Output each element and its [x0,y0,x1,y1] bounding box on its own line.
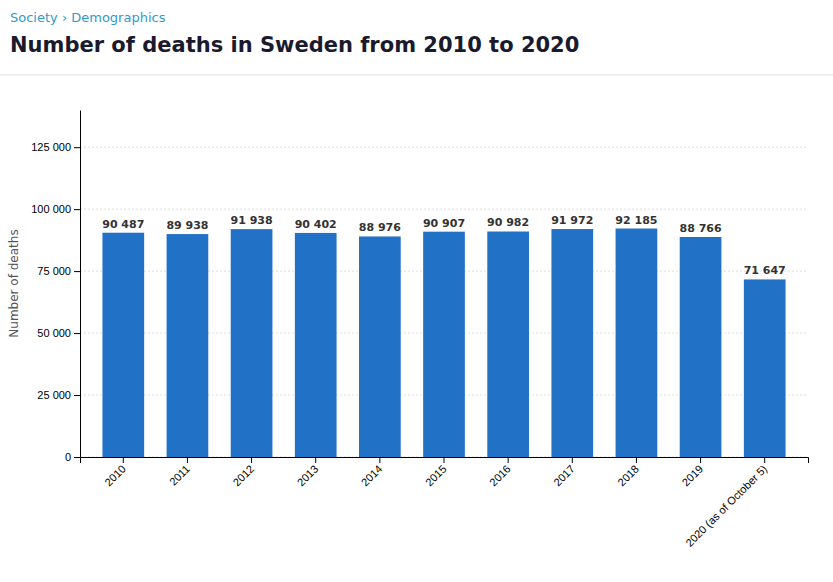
y-tick-mark [74,395,80,396]
y-axis-title: Number of deaths [7,229,21,337]
x-tick: 2018 [615,457,641,488]
bar [487,231,529,457]
x-tick-mark [572,457,573,463]
x-tick: 2019 [679,457,705,488]
grid-line [80,147,808,148]
bars [102,229,785,457]
bar [295,233,337,457]
bar [680,237,722,457]
x-tick-mark [700,457,701,463]
x-tick-label: 2019 [679,463,705,489]
bar [551,229,593,457]
x-tick-label: 2018 [615,463,641,489]
y-tick: 75 000 [37,265,80,277]
x-tick-label: 2015 [423,463,449,489]
x-tick-mark [636,457,637,463]
y-tick: 125 000 [31,141,80,153]
bar [744,279,786,457]
bar [616,229,658,457]
separator [0,75,833,76]
y-tick: 0 [65,451,80,463]
subtitle: Society › Demographics [10,10,166,25]
x-tick-mark [764,457,765,463]
x-tick: 2020 (as of October 5) [683,457,769,549]
y-tick-mark [74,333,80,334]
x-tick: 2014 [359,457,385,488]
x-tick-mark [251,457,252,463]
data-label: 92 185 [615,214,657,227]
bar [102,233,144,457]
x-tick-label: 2014 [359,463,385,489]
data-label: 88 766 [680,222,722,235]
data-label: 90 487 [102,218,144,231]
grid [80,147,808,457]
x-tick: 2010 [102,457,128,488]
data-label: 91 938 [231,214,273,227]
y-tick-label: 125 000 [31,141,71,153]
data-labels: 90 487 89 938 91 938 90 402 88 976 90 907 90 9… [102,214,786,278]
y-tick: 100 000 [31,203,80,215]
x-tick: 2013 [295,457,321,488]
x-tick-label: 2016 [487,463,513,489]
y-tick-mark [74,209,80,210]
data-label: 90 982 [487,216,529,229]
bar [231,229,273,457]
y-tick-label: 25 000 [37,389,71,401]
y-tick-label: 50 000 [37,327,71,339]
bar [359,236,401,457]
x-tick-label: 2010 [102,463,128,489]
x-tick: 2017 [551,457,577,488]
title: Number of deaths in Sweden from 2010 to … [10,33,579,57]
y-tick: 50 000 [37,327,80,339]
x-tick: 2011 [167,457,192,488]
x-tick-label: 2012 [230,463,256,489]
x-tick-mark [379,457,380,463]
y-tick-label: 0 [65,451,71,463]
x-tick: 2016 [487,457,513,488]
x-tick-label: 2020 (as of October 5) [683,463,769,549]
x-tick: 2015 [423,457,449,488]
x-tick-label: 2011 [167,463,192,488]
x-tick-label: 2017 [551,463,577,489]
y-axis-line [80,111,81,458]
y-axis: 0 25 000 50 000 75 000 100 000 125 000 [31,111,80,464]
bar [167,234,209,457]
x-axis: 2010 2011 2012 2013 2014 2015 2016 2017 2018 2019… [81,457,809,549]
x-tick: 2012 [230,457,256,488]
x-tick-mark [444,457,445,463]
data-label: 88 976 [359,221,401,234]
plot: 025 00050 00075 000100 000125 0002010201… [7,111,809,549]
x-tick-mark [187,457,188,463]
y-tick: 25 000 [37,389,80,401]
x-tick-mark [508,457,509,463]
y-tick-mark [74,457,80,458]
chart: Society › Demographics Number of deaths i… [0,0,833,582]
x-tick-mark [315,457,316,463]
data-label: 91 972 [551,214,593,227]
x-axis-line [81,458,809,464]
data-label: 71 647 [744,264,786,277]
data-label: 90 402 [295,218,337,231]
data-label: 90 907 [423,217,465,230]
y-tick-label: 100 000 [31,203,71,215]
grid-line [80,209,808,210]
y-tick-mark [74,271,80,272]
x-tick-mark [123,457,124,463]
data-label: 89 938 [166,219,208,232]
y-tick-label: 75 000 [37,265,71,277]
x-tick-label: 2013 [295,463,321,489]
bar [423,232,465,457]
y-tick-mark [74,147,80,148]
